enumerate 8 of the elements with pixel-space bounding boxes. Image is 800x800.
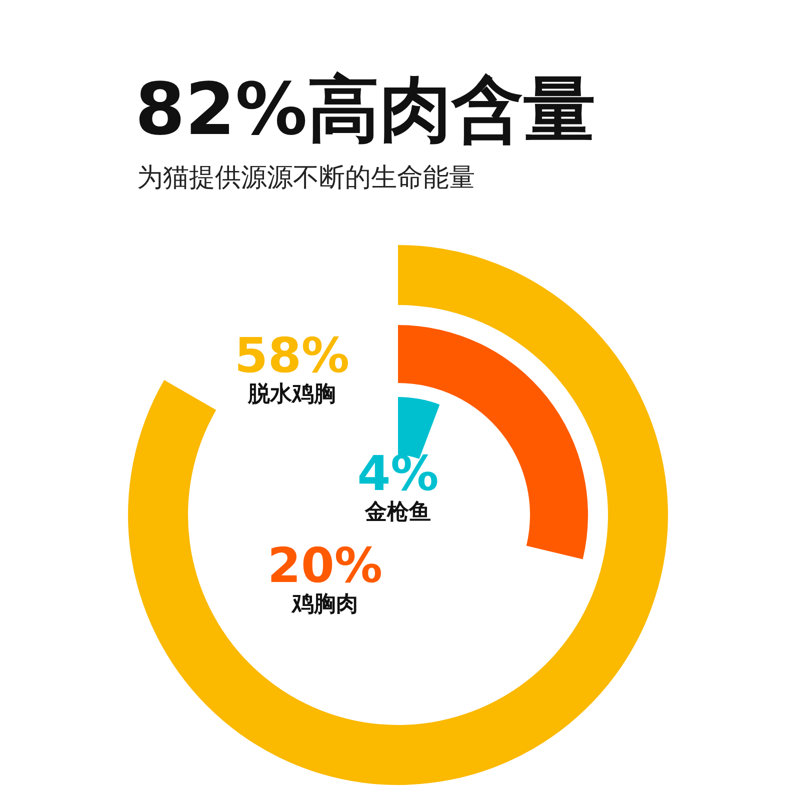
data-label: 4% [357,446,439,502]
category-label: 脱水鸡胸 [246,382,337,408]
category-label: 鸡胸肉 [290,592,359,618]
text: 为猫提供源源不断的生命能量 [137,162,475,195]
text: 82%高肉含量 [135,66,596,153]
data-label: 58% [234,328,350,384]
data-label: 20% [268,538,382,594]
category-label: 金枪鱼 [364,500,432,526]
